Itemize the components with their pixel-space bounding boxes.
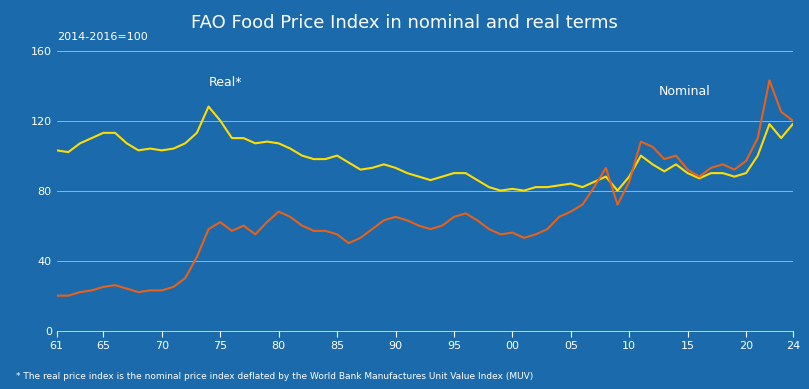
Text: * The real price index is the nominal price index deflated by the World Bank Man: * The real price index is the nominal pr…	[16, 372, 533, 381]
Text: 2014-2016=100: 2014-2016=100	[57, 32, 147, 42]
Text: Real*: Real*	[209, 76, 242, 89]
Text: Nominal: Nominal	[659, 85, 710, 98]
Text: FAO Food Price Index in nominal and real terms: FAO Food Price Index in nominal and real…	[191, 14, 618, 32]
